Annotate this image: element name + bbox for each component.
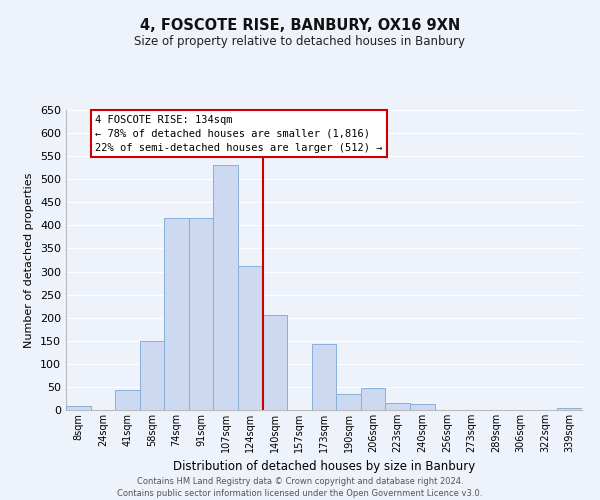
Bar <box>189 218 214 410</box>
Bar <box>557 408 582 410</box>
Bar <box>238 266 263 410</box>
Text: Size of property relative to detached houses in Banbury: Size of property relative to detached ho… <box>134 35 466 48</box>
Text: 4, FOSCOTE RISE, BANBURY, OX16 9XN: 4, FOSCOTE RISE, BANBURY, OX16 9XN <box>140 18 460 32</box>
Bar <box>66 406 91 410</box>
Text: Contains HM Land Registry data © Crown copyright and database right 2024.: Contains HM Land Registry data © Crown c… <box>137 478 463 486</box>
Bar <box>385 403 410 410</box>
Text: 4 FOSCOTE RISE: 134sqm
← 78% of detached houses are smaller (1,816)
22% of semi-: 4 FOSCOTE RISE: 134sqm ← 78% of detached… <box>95 114 383 152</box>
Bar <box>312 344 336 410</box>
Bar <box>361 388 385 410</box>
Y-axis label: Number of detached properties: Number of detached properties <box>25 172 34 348</box>
Bar <box>410 404 434 410</box>
Bar <box>164 218 189 410</box>
X-axis label: Distribution of detached houses by size in Banbury: Distribution of detached houses by size … <box>173 460 475 473</box>
Bar <box>115 390 140 410</box>
Bar <box>140 341 164 410</box>
Bar <box>263 316 287 410</box>
Bar <box>214 166 238 410</box>
Bar <box>336 394 361 410</box>
Text: Contains public sector information licensed under the Open Government Licence v3: Contains public sector information licen… <box>118 489 482 498</box>
